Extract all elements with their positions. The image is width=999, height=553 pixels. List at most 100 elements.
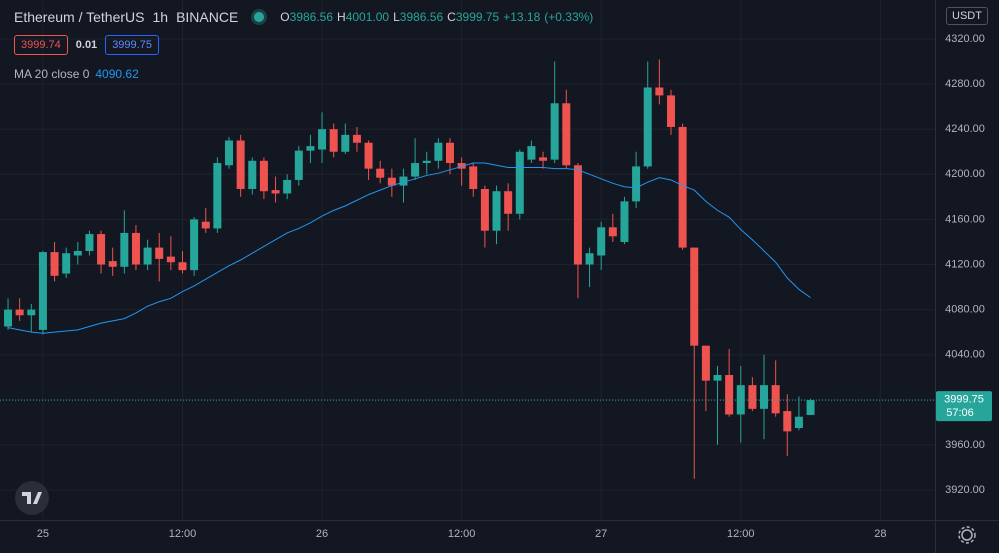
candle-body <box>131 232 140 265</box>
y-tick-label: 4320.00 <box>945 33 985 45</box>
high-value: 4001.00 <box>345 10 390 24</box>
candle-body <box>364 142 373 169</box>
candle-body <box>294 150 303 180</box>
candle-body <box>643 87 652 167</box>
candle-body <box>143 247 152 265</box>
low-label: L <box>393 10 400 24</box>
candle-body <box>457 163 466 169</box>
candle-body <box>632 166 641 202</box>
settings-icon[interactable] <box>958 526 976 544</box>
candle-body <box>573 165 582 265</box>
candle-body <box>97 234 106 265</box>
candle-body <box>155 247 164 259</box>
symbol-legend: Ethereum / TetherUS 1h BINANCE O3986.56 … <box>14 9 593 25</box>
candle-body <box>190 219 199 271</box>
marks <box>0 59 935 479</box>
candle-body <box>352 134 361 143</box>
candle-body <box>725 375 734 415</box>
candle-body <box>806 400 815 415</box>
candle-body <box>562 103 571 166</box>
candle-body <box>527 146 536 160</box>
y-tick-label: 3960.00 <box>945 439 985 451</box>
change: +13.18 <box>503 10 541 24</box>
candle-body <box>236 140 245 189</box>
candle-body <box>701 345 710 381</box>
candle-body <box>515 151 524 214</box>
candle-body <box>38 252 47 330</box>
candle-body <box>259 160 268 192</box>
candle-body <box>73 250 82 256</box>
candle-body <box>469 166 478 189</box>
candle-body <box>248 160 257 189</box>
candle-body <box>678 126 687 248</box>
candle-body <box>480 188 489 231</box>
x-tick-label: 12:00 <box>169 528 197 540</box>
candle-body <box>318 129 327 150</box>
last-price-label: 3999.75 <box>944 393 984 405</box>
sell-button[interactable]: 3999.74 <box>14 35 68 55</box>
candle-body <box>50 252 59 276</box>
candle-body <box>178 262 187 271</box>
candle-body <box>794 416 803 428</box>
x-tick-label: 12:00 <box>727 528 755 540</box>
candle-body <box>225 140 234 166</box>
candle-body <box>329 129 338 152</box>
candle-body <box>85 234 94 251</box>
close-value: 3999.75 <box>455 10 500 24</box>
ohlc: O3986.56 H4001.00 L3986.56 C3999.75 +13.… <box>280 10 593 24</box>
x-tick-label: 28 <box>874 528 886 540</box>
candle-body <box>434 142 443 161</box>
y-tick-label: 4120.00 <box>945 258 985 270</box>
market-status <box>254 12 265 22</box>
axes: 3920.003960.004000.004040.004080.004120.… <box>37 33 992 540</box>
low-value: 3986.56 <box>399 10 444 24</box>
x-tick-label: 25 <box>37 528 49 540</box>
indicator-name: MA 20 close 0 <box>14 67 90 81</box>
candle-body <box>411 163 420 177</box>
candle-body <box>387 177 396 186</box>
candle-body <box>376 168 385 178</box>
candle-body <box>4 309 13 327</box>
spread: 0.01 <box>75 39 98 51</box>
indicator-legend: MA 20 close 0 4090.62 <box>14 67 139 81</box>
y-tick-label: 4040.00 <box>945 349 985 361</box>
candle-body <box>445 142 454 164</box>
open-label: O <box>280 10 290 24</box>
y-tick-label: 4240.00 <box>945 123 985 135</box>
trade-buttons: 3999.74 0.01 3999.75 <box>14 35 159 55</box>
candle-body <box>713 375 722 381</box>
y-tick-label: 4080.00 <box>945 304 985 316</box>
candle-body <box>271 190 280 194</box>
candle-body <box>771 385 780 414</box>
candle-body <box>62 253 71 274</box>
y-tick-label: 4160.00 <box>945 213 985 225</box>
tv-logo[interactable] <box>15 481 49 515</box>
candle-body <box>620 201 629 242</box>
candle-body <box>655 87 664 96</box>
candle-body <box>201 221 210 229</box>
symbol: Ethereum / TetherUS <box>14 9 145 25</box>
candle-body <box>760 385 769 409</box>
high-label: H <box>337 10 346 24</box>
candle-body <box>748 385 757 409</box>
candle-body <box>422 160 431 164</box>
candle-body <box>166 256 175 263</box>
candle-body <box>597 227 606 256</box>
candle-body <box>736 385 745 415</box>
candle-body <box>341 134 350 152</box>
y-tick-label: 3920.00 <box>945 484 985 496</box>
interval: 1h <box>152 9 169 25</box>
candle-body <box>690 247 699 346</box>
buy-button[interactable]: 3999.75 <box>105 35 159 55</box>
candle-body <box>120 232 129 267</box>
candle-body <box>27 309 36 316</box>
x-tick-label: 27 <box>595 528 607 540</box>
candle-body <box>783 411 792 432</box>
countdown-label: 57:06 <box>946 407 974 419</box>
candle-body <box>213 163 222 229</box>
currency-button[interactable]: USDT <box>946 7 988 25</box>
candle-body <box>504 191 513 214</box>
